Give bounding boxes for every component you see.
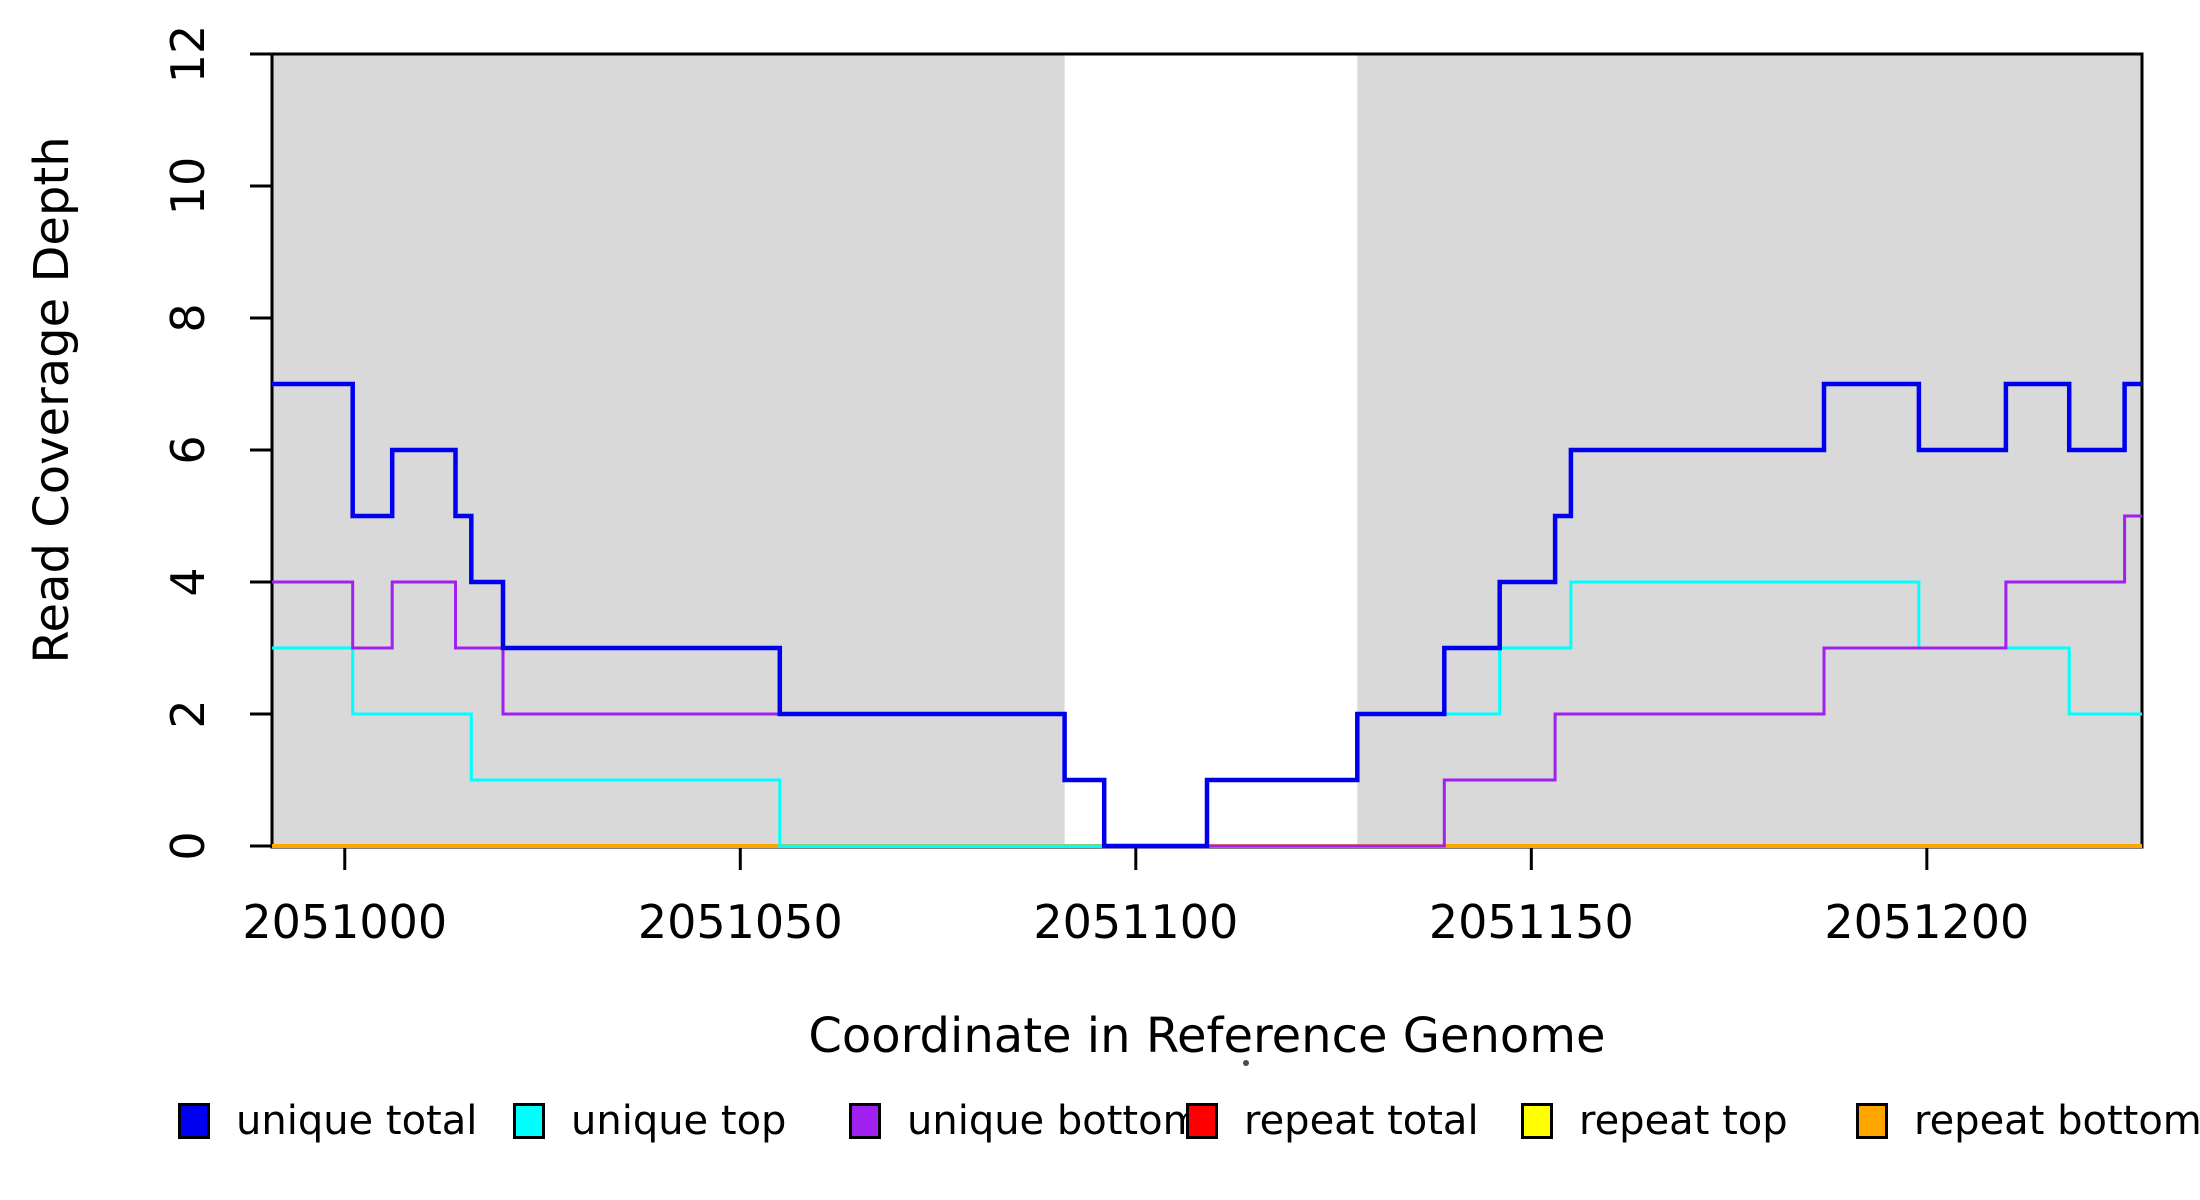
x-axis-title: Coordinate in Reference Genome	[808, 1008, 1606, 1064]
x-tick-label: 2051150	[1429, 895, 1634, 949]
y-tick-label: 6	[161, 435, 215, 464]
y-tick-label: 4	[161, 567, 215, 596]
y-tick-label: 8	[161, 303, 215, 332]
x-tick-label: 2051000	[242, 895, 447, 949]
series-unique-total	[272, 381, 2142, 849]
y-tick-label: 12	[161, 25, 215, 84]
x-tick-label: 2051100	[1033, 895, 1238, 949]
y-tick-label: 2	[161, 699, 215, 728]
x-tick-label: 2051050	[638, 895, 843, 949]
y-axis-title: Read Coverage Depth	[24, 136, 80, 664]
y-tick-label: 10	[161, 157, 215, 216]
x-tick-label: 2051200	[1824, 895, 2029, 949]
y-tick-label: 0	[161, 831, 215, 860]
stray-dot	[1243, 1060, 1249, 1066]
